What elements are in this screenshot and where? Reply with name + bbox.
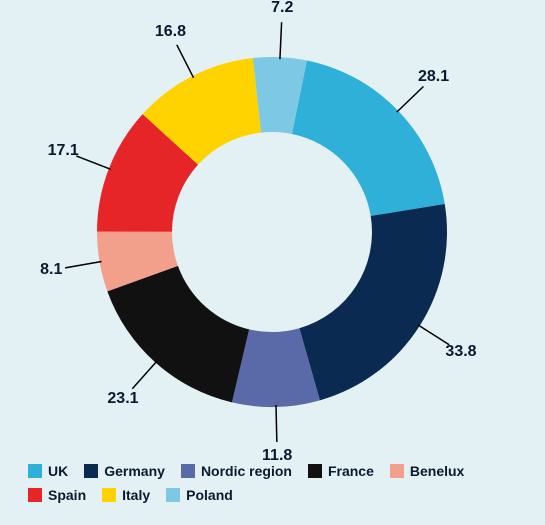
legend-item-uk: UK [28, 463, 68, 479]
legend-swatch-germany [84, 464, 98, 478]
legend-label-italy: Italy [122, 487, 150, 503]
legend-swatch-poland [166, 488, 180, 502]
chart-legend: UK Germany Nordic region France Benelux Spain… [28, 463, 528, 503]
legend-item-italy: Italy [102, 487, 150, 503]
leader-spain [76, 156, 110, 169]
leader-italy [177, 45, 194, 78]
legend-item-poland: Poland [166, 487, 233, 503]
leader-benelux [65, 262, 101, 268]
slice-germany [299, 204, 447, 400]
legend-label-france: France [328, 463, 374, 479]
legend-label-poland: Poland [186, 487, 233, 503]
legend-label-germany: Germany [104, 463, 165, 479]
legend-item-germany: Germany [84, 463, 165, 479]
value-label-italy: 16.8 [155, 23, 186, 41]
leader-poland [280, 22, 282, 59]
value-label-benelux: 8.1 [40, 261, 62, 279]
value-label-france: 23.1 [107, 390, 138, 408]
leader-uk [397, 87, 424, 113]
leader-nordic [276, 405, 277, 442]
legend-swatch-benelux [390, 464, 404, 478]
value-label-uk: 28.1 [418, 68, 449, 86]
legend-swatch-nordic [181, 464, 195, 478]
value-label-spain: 17.1 [48, 142, 79, 160]
donut-chart: 28.133.811.823.18.117.116.87.2 UKGermany… [0, 0, 545, 525]
legend-label-spain: Spain [48, 487, 86, 503]
legend-item-spain: Spain [28, 487, 86, 503]
legend-label-nordic: Nordic region [201, 463, 292, 479]
legend-label-benelux: Benelux [410, 463, 464, 479]
legend-swatch-italy [102, 488, 116, 502]
legend-swatch-france [308, 464, 322, 478]
leader-germany [418, 325, 449, 345]
leader-france [132, 361, 157, 389]
legend-swatch-uk [28, 464, 42, 478]
legend-label-uk: UK [48, 463, 68, 479]
slice-france [107, 266, 249, 402]
legend-item-benelux: Benelux [390, 463, 464, 479]
legend-swatch-spain [28, 488, 42, 502]
value-label-germany: 33.8 [445, 343, 476, 361]
legend-item-france: France [308, 463, 374, 479]
value-label-poland: 7.2 [271, 0, 293, 17]
legend-item-nordic: Nordic region [181, 463, 292, 479]
